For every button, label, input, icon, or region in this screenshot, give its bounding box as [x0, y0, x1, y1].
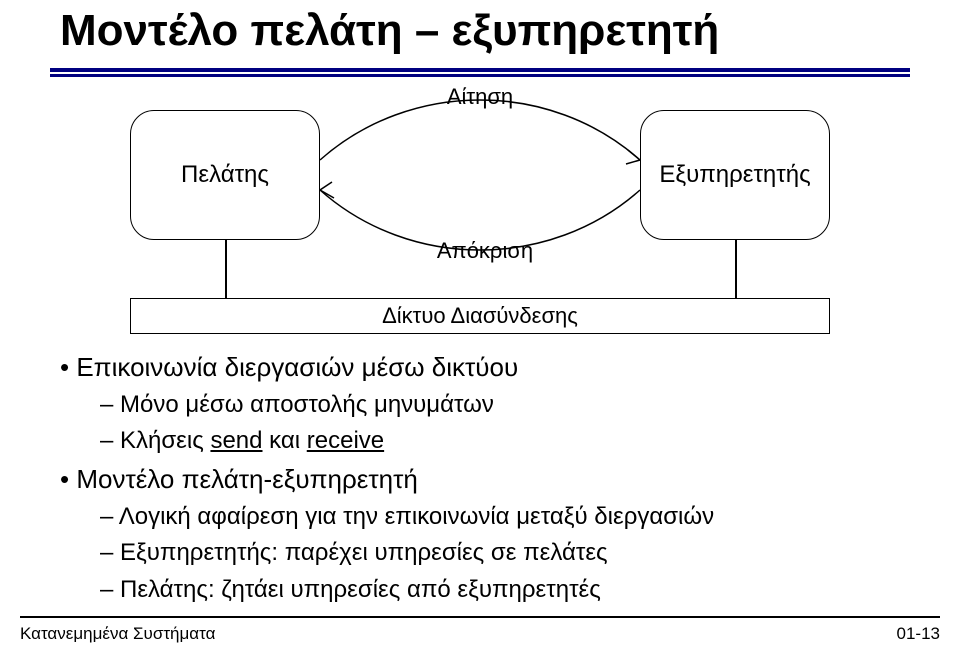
bullet-list: Επικοινωνία διεργασιών μέσω δικτύου Μόνο… [60, 350, 900, 610]
bullet-1: Επικοινωνία διεργασιών μέσω δικτύου [60, 350, 900, 385]
client-server-diagram: Αίτηση Απόκριση Πελάτης Εξυπηρετητής Δίκ… [130, 90, 830, 350]
slide: Μοντέλο πελάτη – εξυπηρετητή Αίτηση Απόκ… [0, 0, 960, 652]
footer-right: 01-13 [897, 624, 940, 644]
bullet-1-1: Μόνο μέσω αποστολής μηνυμάτων [100, 389, 900, 421]
bullet-2: Μοντέλο πελάτη-εξυπηρετητή [60, 462, 900, 497]
server-conn-line [735, 240, 737, 300]
b12-prefix: Κλήσεις [120, 427, 210, 454]
bullet-2-3: Πελάτης: ζητάει υπηρεσίες από εξυπηρετητ… [100, 574, 900, 606]
slide-title: Μοντέλο πελάτη – εξυπηρετητή [60, 6, 719, 56]
client-node: Πελάτης [130, 110, 320, 240]
b12-receive: receive [307, 427, 384, 454]
bullet-2-1: Λογική αφαίρεση για την επικοινωνία μετα… [100, 501, 900, 533]
footer-left: Κατανεμημένα Συστήματα [20, 624, 215, 644]
response-label: Απόκριση [420, 238, 550, 264]
request-label: Αίτηση [430, 84, 530, 110]
bullet-1-2: Κλήσεις send και receive [100, 425, 900, 457]
server-node: Εξυπηρετητής [640, 110, 830, 240]
client-conn-line [225, 240, 227, 300]
footer-divider [20, 616, 940, 618]
b12-mid: και [263, 427, 307, 454]
title-underline [50, 68, 910, 78]
b12-send: send [210, 427, 262, 454]
bullet-2-2: Εξυπηρετητής: παρέχει υπηρεσίες σε πελάτ… [100, 537, 900, 569]
network-box: Δίκτυο Διασύνδεσης [130, 298, 830, 334]
